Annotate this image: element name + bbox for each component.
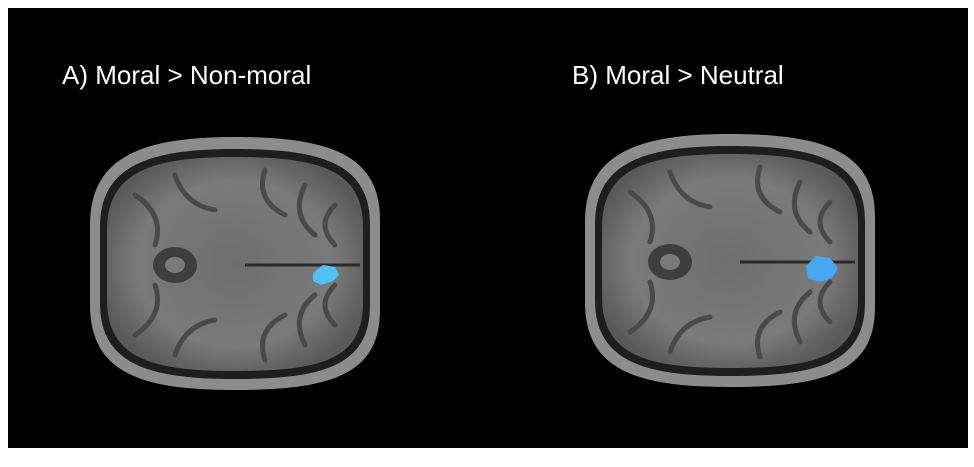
brain-slice <box>585 134 875 387</box>
page: A) Moral > Non-moral B) Moral > Neutral … <box>0 0 974 467</box>
panel-label: A) Moral > Non-moral <box>62 60 311 90</box>
panel-label: B) Moral > Neutral <box>572 60 784 90</box>
figure: A) Moral > Non-moral B) Moral > Neutral <box>0 0 974 467</box>
brain-slice <box>90 137 380 390</box>
